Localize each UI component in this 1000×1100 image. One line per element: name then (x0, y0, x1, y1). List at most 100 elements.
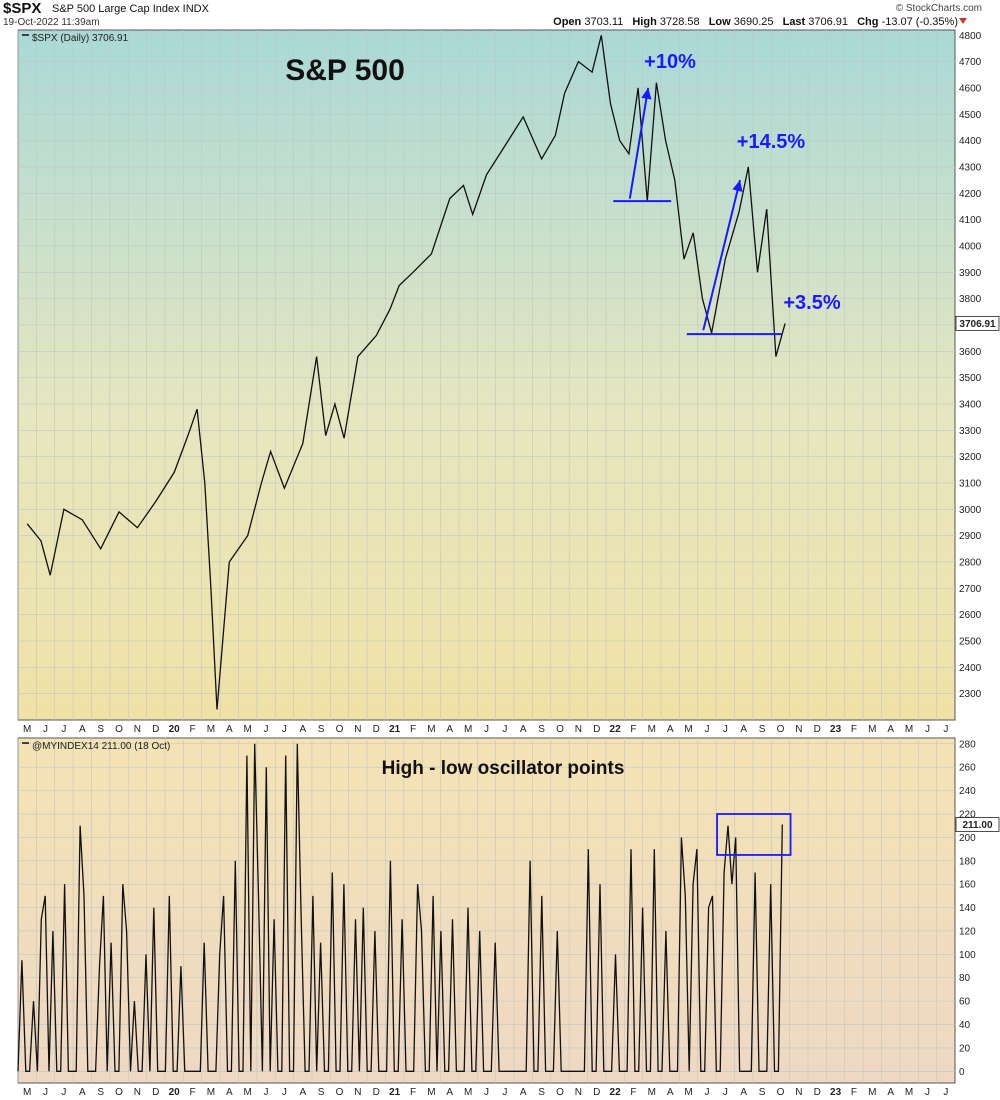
y-tick-label: 4100 (959, 215, 982, 226)
x-tick-label: 23 (830, 724, 842, 735)
x-tick-label: F (630, 724, 636, 735)
y-tick-label: 3800 (959, 294, 982, 305)
legend-label: @MYINDEX14 211.00 (18 Oct) (32, 741, 170, 752)
y-tick-label: 140 (959, 903, 976, 914)
x-tick-label: J (43, 724, 48, 735)
x-tick-label: J (61, 1087, 66, 1098)
x-tick-label: 22 (610, 724, 622, 735)
quote-line: Open 3703.11 High 3728.58 Low 3690.25 La… (547, 16, 958, 28)
x-tick-label: A (520, 724, 527, 735)
y-tick-label: 4500 (959, 110, 982, 121)
y-tick-label: 3200 (959, 452, 982, 463)
low-value: 3690.25 (733, 16, 774, 28)
high-value: 3728.58 (659, 16, 700, 28)
y-tick-label: 80 (959, 973, 971, 984)
x-tick-label: D (152, 724, 159, 735)
x-tick-label: F (410, 1087, 416, 1098)
last-value: 3706.91 (808, 16, 849, 28)
x-tick-label: A (446, 1087, 453, 1098)
chg-value: -13.07 (-0.35%) (881, 16, 958, 28)
series-line (17, 743, 783, 1072)
symbol-description: S&P 500 Large Cap Index INDX (52, 3, 209, 15)
x-tick-label: A (520, 1087, 527, 1098)
x-tick-label: J (925, 724, 930, 735)
x-tick-label: M (243, 724, 251, 735)
open-label: Open (553, 16, 582, 28)
y-tick-label: 40 (959, 1020, 971, 1031)
x-tick-label: 20 (169, 1087, 181, 1098)
x-tick-label: S (538, 724, 545, 735)
x-tick-label: A (667, 1087, 674, 1098)
plot-area (17, 29, 956, 721)
last-label: Last (782, 16, 806, 28)
x-tick-label: S (759, 724, 766, 735)
x-tick-label: J (43, 1087, 48, 1098)
x-tick-label: D (152, 1087, 159, 1098)
x-tick-label: M (207, 724, 215, 735)
x-tick-label: M (464, 724, 472, 735)
x-tick-label: D (373, 724, 380, 735)
down-arrow-icon (959, 18, 967, 24)
last-value-tag (955, 315, 1000, 331)
y-tick-label: 3500 (959, 373, 982, 384)
x-tick-label: A (446, 724, 453, 735)
x-tick-label: N (575, 1087, 582, 1098)
y-tick-label: 280 (959, 739, 976, 750)
x-tick-label: O (777, 724, 785, 735)
x-tick-label: J (61, 724, 66, 735)
x-tick-label: D (814, 724, 821, 735)
trend-arrow (702, 179, 742, 331)
x-tick-label: M (427, 724, 435, 735)
x-tick-label: J (502, 724, 507, 735)
x-tick-label: M (23, 724, 31, 735)
x-tick-label: M (207, 1087, 215, 1098)
x-tick-label: S (538, 1087, 545, 1098)
x-tick-label: F (851, 1087, 857, 1098)
legend-label: $SPX (Daily) 3706.91 (32, 33, 129, 44)
x-tick-label: J (943, 724, 948, 735)
x-tick-label: A (299, 724, 306, 735)
x-tick-label: A (79, 724, 86, 735)
y-tick-label: 4300 (959, 162, 982, 173)
arrowhead-icon (641, 87, 652, 100)
x-tick-label: M (427, 1087, 435, 1098)
x-tick-label: O (115, 1087, 123, 1098)
y-tick-label: 60 (959, 997, 971, 1008)
y-tick-label: 2400 (959, 663, 982, 674)
annotation-label: +14.5% (737, 131, 806, 153)
x-tick-label: F (189, 1087, 195, 1098)
x-tick-label: D (593, 1087, 600, 1098)
y-tick-label: 2700 (959, 584, 982, 595)
x-tick-label: M (905, 724, 913, 735)
y-tick-label: 2500 (959, 636, 982, 647)
x-tick-label: A (79, 1087, 86, 1098)
x-tick-label: J (264, 724, 269, 735)
x-tick-label: M (648, 1087, 656, 1098)
x-tick-label: F (851, 724, 857, 735)
x-tick-label: F (410, 724, 416, 735)
x-tick-label: S (97, 1087, 104, 1098)
last-value-tag (955, 817, 1000, 832)
chart-title: High - low oscillator points (382, 758, 625, 779)
x-tick-label: S (97, 724, 104, 735)
x-tick-label: N (795, 1087, 802, 1098)
x-tick-label: M (684, 724, 692, 735)
x-tick-label: N (134, 1087, 141, 1098)
chg-label: Chg (857, 16, 879, 28)
x-tick-label: A (887, 724, 894, 735)
x-tick-label: A (226, 1087, 233, 1098)
x-tick-label: 22 (610, 1087, 622, 1098)
y-tick-label: 120 (959, 926, 976, 937)
trend-arrow (628, 87, 650, 199)
x-tick-label: O (777, 1087, 785, 1098)
x-tick-label: A (740, 1087, 747, 1098)
y-tick-label: 260 (959, 763, 976, 774)
y-tick-label: 4800 (959, 31, 982, 42)
y-tick-label: 4400 (959, 136, 982, 147)
brand-label[interactable]: © StockCharts.com (895, 3, 982, 14)
x-tick-label: S (759, 1087, 766, 1098)
y-tick-label: 100 (959, 950, 976, 961)
x-tick-label: N (575, 724, 582, 735)
x-tick-label: M (868, 724, 876, 735)
